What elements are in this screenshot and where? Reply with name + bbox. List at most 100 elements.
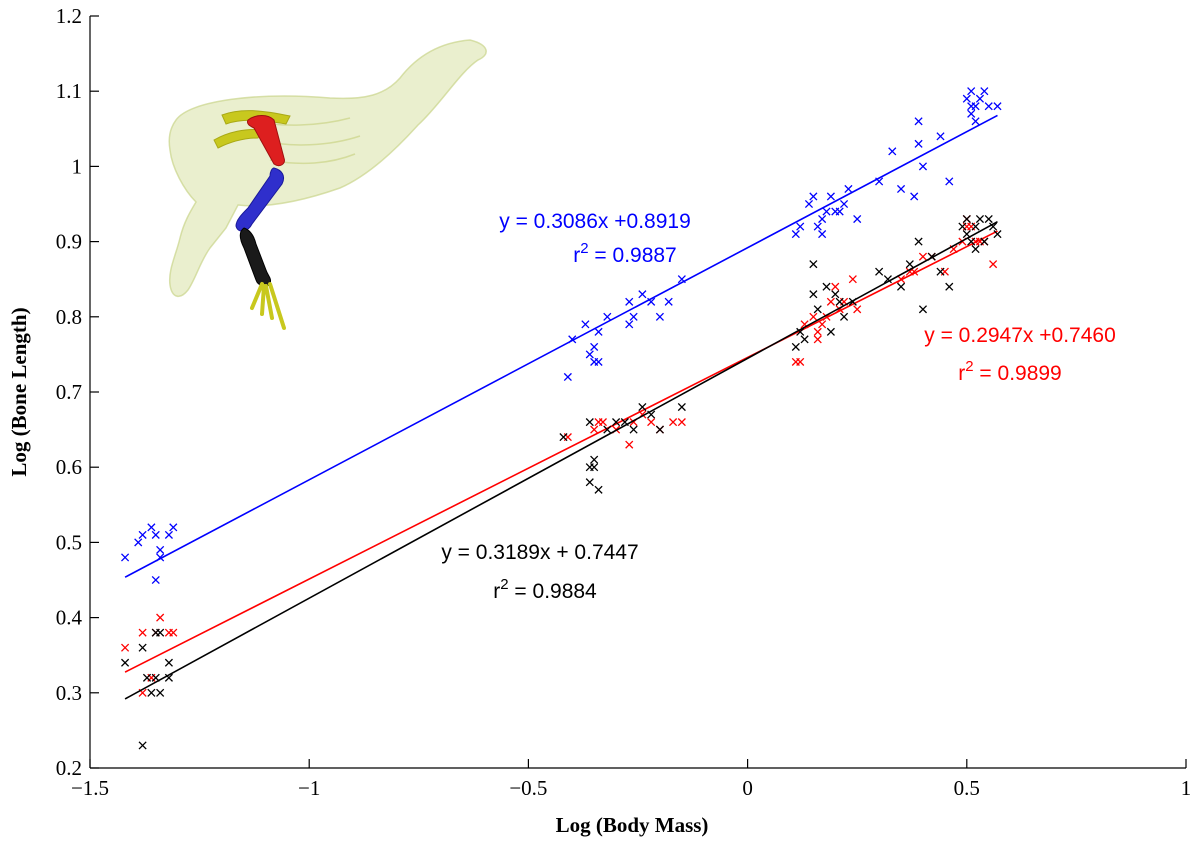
data-point [910,192,919,201]
series-group [121,214,998,697]
data-point [962,94,971,103]
data-point [796,222,805,231]
data-point [888,147,897,156]
data-point [156,553,165,562]
data-point [809,312,818,321]
data-point [559,433,568,442]
data-point [121,658,130,667]
data-point [796,357,805,366]
data-point [594,357,603,366]
data-point [590,342,599,351]
data-point [156,545,165,554]
data-point [896,275,906,284]
data-point [629,425,638,434]
data-point [975,214,985,224]
plot-area [121,87,1002,750]
data-point [971,245,980,254]
data-point [655,312,664,321]
data-point [620,418,629,427]
data-point [971,222,980,231]
data-point [927,252,936,261]
data-point [655,425,664,434]
data-point [121,553,130,562]
data-point [809,260,818,269]
data-point [134,538,143,547]
data-point [980,87,989,96]
y-tick-label: 1.2 [56,4,82,28]
data-point [818,214,827,224]
r-squared-label: r2 = 0.9899 [958,358,1062,385]
x-tick-label: 0 [742,776,753,800]
data-point [971,117,980,126]
data-point [156,688,165,697]
r-squared-label: r2 = 0.9884 [493,576,597,603]
data-point [585,478,594,487]
data-point [638,290,647,299]
data-point [151,530,160,539]
data-point [826,297,835,306]
y-tick-label: 0.5 [56,530,82,554]
data-point [918,162,928,171]
data-point [853,305,862,314]
fit-line [124,230,998,673]
data-point [989,260,998,269]
data-point [625,320,634,329]
data-point [984,102,993,111]
data-point [993,102,1002,111]
annotations: y = 0.3086x +0.8919 r2 = 0.9887 y = 0.2947… [441,210,1115,603]
data-point [647,297,656,306]
data-point [638,402,647,412]
data-point [945,177,954,186]
y-axis-title: Log (Bone Length) [7,307,31,476]
axes: −1.5 −1 −0.5 0 0.5 1 0.2 0.3 0.4 0.5 0.6 0.7 0.8 0.9 1… [7,4,1191,837]
data-point [669,418,678,427]
data-point [612,418,621,427]
data-point [791,342,800,351]
data-point [818,320,827,329]
data-point [791,230,800,239]
data-point [962,230,971,239]
fit-equation: y = 0.3189x + 0.7447 [441,541,638,564]
data-point [918,305,928,314]
data-point [590,425,599,434]
data-point [822,207,831,216]
data-point [945,282,954,291]
data-point [826,327,835,336]
data-point [151,673,160,682]
toe-bones [250,282,286,330]
data-point [844,184,853,194]
data-point [796,327,805,336]
data-point [664,297,673,306]
tarsometatarsus-bone [239,227,271,287]
data-point [598,418,607,427]
data-point [568,335,577,344]
fit-equation: y = 0.2947x +0.7460 [924,324,1116,347]
data-point [822,282,831,291]
data-point [147,523,156,532]
data-point [581,320,590,329]
data-point [594,485,603,494]
data-point [980,237,989,246]
data-point [967,87,976,96]
y-tick-label: 1.1 [56,79,82,103]
data-point [603,312,612,321]
data-point [563,372,572,382]
data-point [831,282,840,291]
x-tick-label: 1 [1181,776,1192,800]
data-point [147,688,156,697]
x-tick-label: −0.5 [509,776,547,800]
data-point [156,628,165,637]
data-point [914,139,923,148]
y-tick-label: 0.7 [56,380,82,404]
y-tick-label: 0.8 [56,305,82,329]
data-point [883,275,892,284]
data-point [962,214,971,224]
data-point [984,214,993,224]
fit-equation: y = 0.3086x +0.8919 [499,210,691,233]
r-squared-label: r2 = 0.9887 [573,240,677,267]
x-tick-label: 0.5 [954,776,980,800]
data-point [839,312,849,321]
data-point [809,290,818,299]
data-point [875,267,884,276]
data-point [647,418,656,427]
